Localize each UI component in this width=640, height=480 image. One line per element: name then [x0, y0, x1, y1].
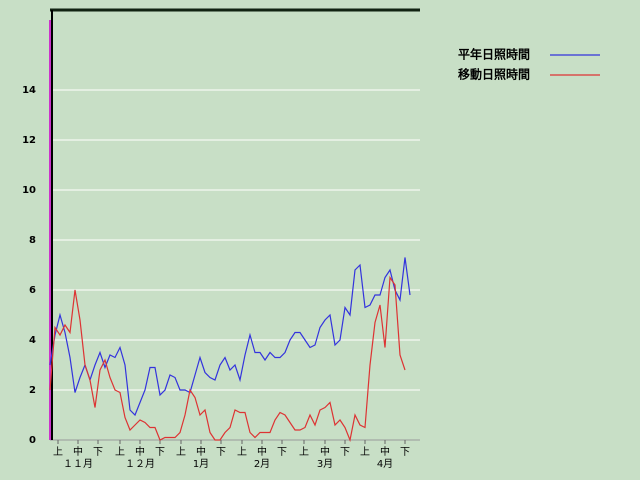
x-tick-label: 上	[299, 446, 309, 458]
y-tick-label: 6	[29, 285, 36, 296]
y-tick-label: 10	[22, 185, 36, 196]
series-line	[49, 275, 406, 443]
x-tick-label: 下	[277, 447, 287, 458]
x-tick-label: 下	[400, 447, 410, 458]
x-tick-label: 上	[237, 446, 247, 458]
month-label: 4月	[377, 458, 393, 470]
month-label: 3月	[317, 458, 333, 470]
legend-label: 移動日照時間	[458, 67, 530, 82]
x-tick-label: 下	[155, 447, 165, 458]
y-tick-label: 0	[29, 435, 36, 446]
legend-label: 平年日照時間	[458, 47, 530, 62]
month-label: １２月	[125, 458, 155, 470]
x-tick-label: 中	[320, 445, 330, 458]
x-tick-label: 中	[73, 445, 83, 458]
y-tick-label: 12	[22, 135, 36, 146]
x-tick-label: 中	[257, 445, 267, 458]
x-tick-label: 上	[115, 446, 125, 458]
month-label: １１月	[63, 458, 93, 470]
x-tick-label: 上	[53, 446, 63, 458]
y-tick-label: 8	[29, 235, 36, 246]
month-label: 1月	[193, 458, 209, 470]
x-tick-label: 中	[135, 445, 145, 458]
x-tick-label: 下	[340, 447, 350, 458]
series-line	[49, 257, 411, 417]
y-tick-label: 14	[22, 85, 36, 96]
x-tick-label: 上	[176, 446, 186, 458]
x-tick-label: 上	[360, 446, 370, 458]
month-label: 2月	[254, 458, 270, 470]
x-tick-label: 下	[93, 447, 103, 458]
x-tick-label: 中	[196, 445, 206, 458]
y-tick-label: 2	[29, 385, 36, 396]
y-tick-label: 4	[29, 335, 36, 346]
x-tick-label: 下	[216, 447, 226, 458]
x-tick-label: 中	[380, 445, 390, 458]
